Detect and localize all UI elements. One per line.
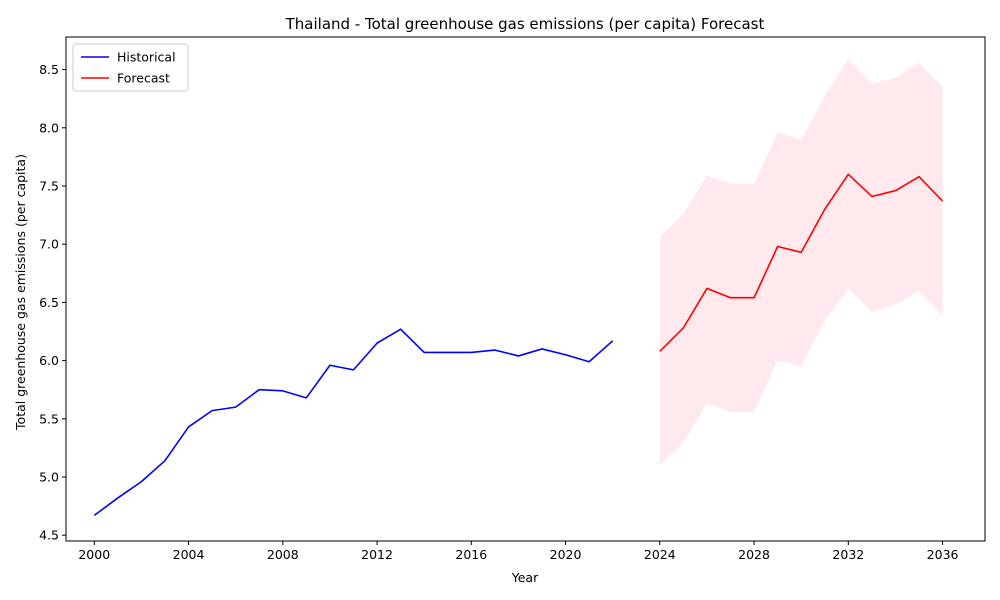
y-tick-label: 8.0 [39,120,59,135]
y-axis-title: Total greenhouse gas emissions (per capi… [13,154,28,431]
y-tick-label: 7.5 [39,178,59,193]
legend-box [72,43,189,92]
y-tick-label: 4.5 [39,528,59,543]
x-tick-label: 2020 [550,547,582,562]
x-tick-label: 2000 [78,547,110,562]
x-tick-label: 2004 [173,547,205,562]
x-tick-label: 2036 [927,547,959,562]
y-tick-label: 6.0 [39,353,59,368]
y-tick-label: 5.0 [39,469,59,484]
legend: Historical Forecast [72,43,189,92]
x-tick-label: 2016 [455,547,487,562]
chart-title: Thailand - Total greenhouse gas emission… [285,15,765,33]
axes-layer: 2000 2004 2008 2012 2016 2020 2024 2028 2032 2036… [39,36,986,562]
x-axis-title: Year [511,570,539,585]
x-tick-label: 2024 [644,547,676,562]
x-tick-label: 2032 [832,547,864,562]
series-line-forecast [659,173,944,352]
y-tick-label: 6.5 [39,295,59,310]
series-layer [93,173,944,517]
y-tick-label: 7.0 [39,237,59,252]
legend-label-historical: Historical [117,50,176,65]
x-tick-label: 2028 [738,547,770,562]
legend-label-forecast: Forecast [117,71,170,86]
plot-frame [65,36,986,542]
forecast-confidence-band [659,59,943,466]
confidence-band-layer [659,59,943,466]
x-tick-label: 2008 [267,547,299,562]
y-tick-label: 8.5 [39,62,59,77]
series-line-historical [93,328,614,517]
x-tick-label: 2012 [361,547,393,562]
y-tick-label: 5.5 [39,411,59,426]
